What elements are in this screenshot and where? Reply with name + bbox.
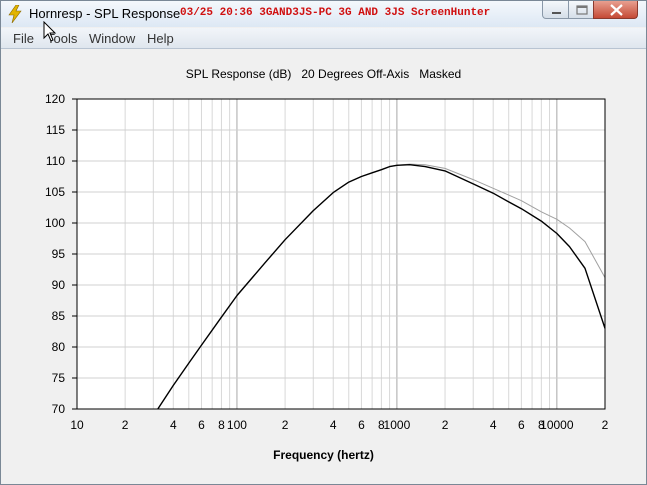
y-tick-label: 120	[45, 92, 65, 106]
y-tick-label: 75	[52, 371, 66, 385]
y-tick-label: 100	[45, 216, 65, 230]
x-tick-label: 2	[282, 418, 289, 432]
maximize-button[interactable]	[568, 1, 594, 19]
close-icon	[610, 4, 623, 16]
x-tick-label: 4	[490, 418, 497, 432]
menu-bar: File Tools Window Help	[1, 28, 646, 49]
lightning-bolt-icon	[8, 5, 22, 23]
chart-title: SPL Response (dB) 20 Degrees Off-Axis Ma…	[185, 67, 462, 81]
y-tick-label: 95	[52, 247, 66, 261]
x-tick-label: 8	[218, 418, 225, 432]
x-tick-label: 6	[358, 418, 365, 432]
x-tick-label: 6	[518, 418, 525, 432]
title-bar[interactable]: Hornresp - SPL Response 03/25 20:36 3GAN…	[1, 1, 646, 27]
y-tick-label: 90	[52, 278, 66, 292]
x-tick-label: 10000	[540, 418, 574, 432]
minimize-button[interactable]	[542, 1, 569, 19]
minimize-icon	[552, 12, 561, 14]
y-tick-label: 85	[52, 309, 66, 323]
x-tick-label: 100	[227, 418, 247, 432]
x-tick-label: 2	[602, 418, 609, 432]
x-tick-label: 10	[70, 418, 84, 432]
y-tick-label: 70	[52, 402, 66, 416]
menu-tools[interactable]: Tools	[47, 31, 78, 46]
x-tick-label: 8	[538, 418, 545, 432]
restore-icon	[576, 5, 588, 15]
window-title: Hornresp - SPL Response	[29, 6, 181, 21]
x-tick-label: 4	[170, 418, 177, 432]
close-button[interactable]	[593, 1, 638, 19]
y-tick-label: 110	[46, 154, 65, 168]
menu-file[interactable]: File	[13, 31, 34, 46]
x-tick-label: 2	[442, 418, 449, 432]
chart-panel: SPL Response (dB) 20 Degrees Off-Axis Ma…	[1, 49, 646, 484]
x-tick-label: 1000	[384, 418, 411, 432]
y-tick-label: 80	[52, 340, 66, 354]
mouse-cursor-icon	[43, 21, 57, 42]
x-tick-label: 2	[122, 418, 129, 432]
screenshot-overlay-text: 03/25 20:36 3GAND3JS-PC 3G AND 3JS Scree…	[180, 7, 491, 19]
x-tick-label: 4	[330, 418, 337, 432]
x-axis-label: Frequency (hertz)	[273, 448, 374, 462]
y-tick-label: 115	[46, 123, 65, 137]
series-line-black	[157, 164, 606, 410]
menu-window[interactable]: Window	[89, 31, 136, 46]
x-tick-label: 6	[198, 418, 205, 432]
x-tick-label: 8	[378, 418, 385, 432]
y-tick-label: 105	[45, 185, 65, 199]
menu-help[interactable]: Help	[147, 31, 174, 46]
